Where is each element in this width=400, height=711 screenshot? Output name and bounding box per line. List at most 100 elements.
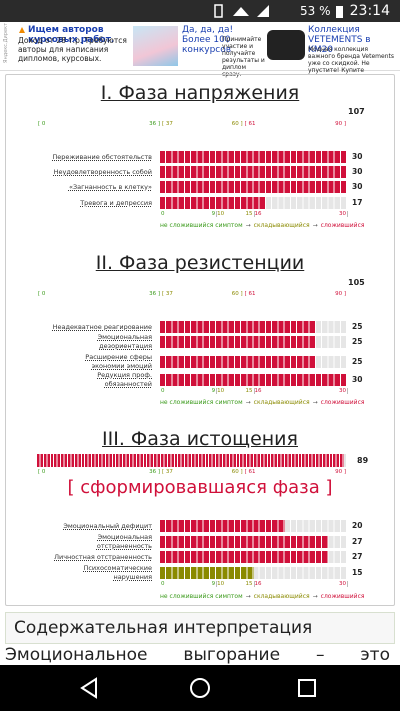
symptom-value: 30 bbox=[352, 152, 363, 161]
ad-title[interactable]: Коллекция VETEMENTS в KM20 bbox=[308, 25, 371, 55]
legend-separator: → bbox=[245, 222, 251, 229]
symptom-bar bbox=[160, 520, 285, 532]
total-bar bbox=[37, 454, 344, 467]
ad-title[interactable]: Ищем авторов курсовых работ. bbox=[28, 25, 115, 45]
symptom-label[interactable]: Эмоциональный дефицит bbox=[63, 521, 152, 530]
legend: не сложившийся симптом → складывающийся → сл… bbox=[160, 398, 364, 408]
scale-tick-label: 9 bbox=[211, 388, 216, 394]
legend: не сложившийся симптом → складывающийся → сл… bbox=[160, 592, 364, 602]
phase-verdict: [ сформировавшаяся фаза ] bbox=[67, 477, 333, 498]
legend-separator: → bbox=[245, 399, 251, 406]
scale-tick-label: [ 37 bbox=[162, 291, 173, 297]
scale-tick-label: 16 bbox=[254, 388, 262, 394]
total-value: 107 bbox=[348, 107, 365, 116]
symptom-label[interactable]: Переживание обстоятельств bbox=[52, 152, 152, 161]
clock: 23:14 bbox=[349, 3, 390, 19]
symptom-value: 20 bbox=[352, 521, 363, 530]
ad-text: Принимайте участие и получайте результат… bbox=[222, 36, 265, 78]
scale-tick-label: 60 ] bbox=[231, 291, 243, 297]
scale-tick-label: 90 ] bbox=[335, 469, 346, 475]
scale-tick bbox=[216, 581, 218, 587]
scale-tick-label: [ 0 bbox=[38, 291, 46, 297]
symptom-value: 15 bbox=[352, 568, 363, 577]
symptom-bar bbox=[160, 197, 266, 209]
scale-tick-label: 30 bbox=[339, 388, 346, 394]
phase-title: III. Фаза истощения bbox=[102, 428, 298, 450]
legend-item: складывающийся bbox=[253, 399, 310, 406]
scale-tick-label: 9 bbox=[211, 211, 216, 217]
symptom-bar bbox=[160, 374, 347, 386]
scale-tick-label: [ 0 bbox=[38, 121, 46, 127]
symptom-value: 25 bbox=[352, 357, 363, 366]
scale-tick bbox=[253, 388, 255, 394]
scale-tick bbox=[347, 211, 348, 217]
symptom-label[interactable]: Редукция проф. обязанностей bbox=[97, 371, 152, 388]
ad-image[interactable] bbox=[133, 26, 178, 66]
legend-item: сложившийся bbox=[320, 399, 365, 406]
scale-tick-label: 60 ] bbox=[231, 121, 243, 127]
symptom-label[interactable]: Неадекватное реагирование bbox=[52, 322, 152, 331]
legend-item: не сложившийся симптом bbox=[160, 593, 243, 600]
legend-item: складывающийся bbox=[253, 593, 310, 600]
ad-banner[interactable]: Яндекс.Директ Ищем авторов курсовых рабо… bbox=[0, 22, 400, 78]
legend-item: сложившийся bbox=[320, 222, 365, 229]
symptom-value: 30 bbox=[352, 375, 363, 384]
status-bar: 53 % 23:14 bbox=[0, 0, 400, 22]
scale-tick-label: 30 bbox=[339, 581, 346, 587]
symptom-label[interactable]: Эмоциональная отстраненность bbox=[96, 533, 152, 550]
scale-tick-label: 90 ] bbox=[335, 121, 346, 127]
section-heading: Содержательная интерпретация bbox=[14, 618, 313, 638]
symptom-value: 17 bbox=[352, 198, 363, 207]
symptom-bar bbox=[160, 181, 347, 193]
scale-tick-label: [ 61 bbox=[244, 469, 256, 475]
symptom-label[interactable]: Личностная отстраненность bbox=[54, 552, 152, 561]
scale-tick-label: 90 ] bbox=[335, 291, 346, 297]
scale-tick-label: 15 bbox=[245, 211, 253, 217]
legend-separator: → bbox=[312, 593, 318, 600]
symptom-bar bbox=[160, 551, 329, 563]
scale-tick-label: 16 bbox=[254, 211, 262, 217]
symptom-label[interactable]: Тревога и депрессия bbox=[80, 198, 152, 207]
scale-tick-label: 30 bbox=[339, 211, 346, 217]
symptom-label[interactable]: «Загнанность в клетку» bbox=[68, 182, 152, 191]
scale-tick-label: [ 37 bbox=[162, 121, 173, 127]
scale-tick-label: 0 bbox=[161, 211, 165, 217]
legend-item: сложившийся bbox=[320, 593, 365, 600]
nav-bar bbox=[0, 665, 400, 711]
battery-icon bbox=[336, 6, 343, 18]
total-value: 89 bbox=[357, 456, 369, 465]
scale-tick-label: 0 bbox=[161, 581, 165, 587]
section-box: Содержательная интерпретация bbox=[5, 612, 395, 644]
legend-separator: → bbox=[312, 222, 318, 229]
scale-tick-label: 0 bbox=[161, 388, 165, 394]
status-icons bbox=[214, 4, 269, 18]
scale-tick bbox=[253, 581, 255, 587]
symptom-label[interactable]: Эмоциональная дезориентация bbox=[97, 333, 152, 350]
legend-separator: → bbox=[312, 399, 318, 406]
symptom-bar bbox=[160, 336, 316, 348]
scale-tick-label: 16 bbox=[254, 581, 262, 587]
ad-image[interactable] bbox=[267, 30, 305, 60]
ad-icon bbox=[19, 27, 25, 33]
symptom-label[interactable]: Психосоматические нарушения bbox=[83, 564, 152, 581]
total-value: 105 bbox=[348, 278, 365, 287]
scale-tick-label: 10 bbox=[217, 211, 225, 217]
symptom-value: 25 bbox=[352, 337, 363, 346]
ad-text: Модная коллекция важного бренда Vetement… bbox=[308, 46, 394, 74]
scale-tick-label: [ 0 bbox=[38, 469, 46, 475]
scale-tick-label: 10 bbox=[217, 581, 225, 587]
legend: не сложившийся симптом → складывающийся → сл… bbox=[160, 221, 364, 231]
symptom-value: 30 bbox=[352, 167, 363, 176]
nav-buttons[interactable] bbox=[0, 665, 400, 711]
legend-item: не сложившийся симптом bbox=[160, 399, 243, 406]
symptom-value: 25 bbox=[352, 322, 363, 331]
symptom-label[interactable]: Неудовлетворенность собой bbox=[53, 167, 152, 176]
symptom-label[interactable]: Расширение сферы экономии эмоций bbox=[85, 353, 152, 370]
phase-title: I. Фаза напряжения bbox=[100, 82, 300, 104]
ad-text: Доход от 28 т.р. Требуются авторы для на… bbox=[18, 36, 127, 63]
scale-tick bbox=[216, 388, 218, 394]
scale-tick-label: 15 bbox=[245, 388, 253, 394]
ad-title[interactable]: Да, да, да! Более 100 конкурсов bbox=[182, 25, 234, 55]
scale-tick bbox=[216, 211, 218, 217]
